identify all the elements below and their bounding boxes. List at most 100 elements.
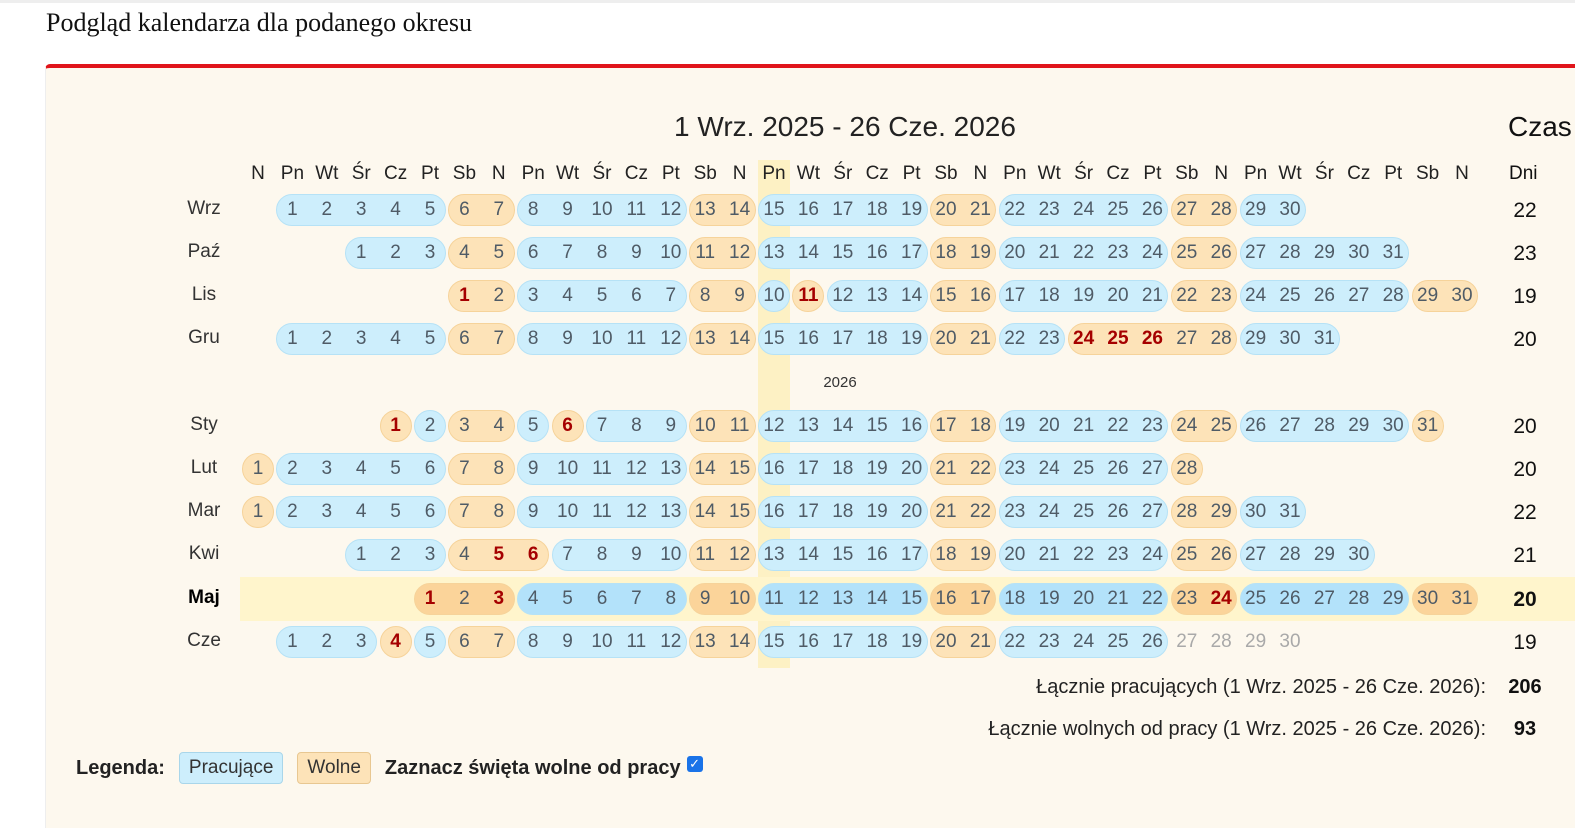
calendar-day[interactable]: 16 xyxy=(901,415,923,436)
calendar-day[interactable]: 23 xyxy=(1004,501,1026,522)
calendar-day[interactable]: 25 xyxy=(1107,631,1129,652)
calendar-day[interactable]: 11 xyxy=(592,458,612,479)
calendar-day[interactable]: 1 xyxy=(252,501,264,522)
calendar-day[interactable]: 11 xyxy=(626,328,647,349)
calendar-day[interactable]: 16 xyxy=(797,199,819,220)
calendar-day[interactable]: 8 xyxy=(527,328,539,349)
calendar-day[interactable]: 19 xyxy=(901,328,923,349)
holiday-day[interactable]: 6 xyxy=(562,415,573,436)
calendar-day[interactable]: 24 xyxy=(1141,242,1163,263)
calendar-day[interactable]: 5 xyxy=(424,199,436,220)
calendar-day[interactable]: 2 xyxy=(287,458,298,479)
calendar-day[interactable]: 30 xyxy=(1417,588,1439,609)
calendar-day[interactable]: 9 xyxy=(734,285,745,306)
calendar-day[interactable]: 4 xyxy=(355,501,367,522)
calendar-day[interactable]: 3 xyxy=(424,242,436,263)
calendar-day[interactable]: 8 xyxy=(527,199,539,220)
calendar-day[interactable]: 19 xyxy=(1073,285,1095,306)
calendar-day[interactable]: 11 xyxy=(626,631,647,652)
calendar-day[interactable]: 12 xyxy=(832,285,854,306)
calendar-day[interactable]: 5 xyxy=(562,588,573,609)
calendar-day[interactable]: 8 xyxy=(596,242,608,263)
calendar-day[interactable]: 18 xyxy=(866,631,888,652)
calendar-day[interactable]: 29 xyxy=(1245,199,1267,220)
calendar-day[interactable]: 16 xyxy=(763,501,785,522)
calendar-day[interactable]: 27 xyxy=(1141,458,1163,479)
calendar-day[interactable]: 19 xyxy=(901,631,923,652)
calendar-day[interactable]: 15 xyxy=(866,415,888,436)
calendar-day[interactable]: 24 xyxy=(1038,458,1060,479)
calendar-day[interactable]: 18 xyxy=(935,544,957,565)
calendar-day[interactable]: 3 xyxy=(527,285,539,306)
calendar-day[interactable]: 18 xyxy=(935,242,957,263)
calendar-day[interactable]: 10 xyxy=(660,242,682,263)
calendar-day[interactable]: 25 xyxy=(1245,588,1267,609)
calendar-day[interactable]: 30 xyxy=(1279,199,1301,220)
calendar-day[interactable]: 26 xyxy=(1141,199,1163,220)
holiday-day[interactable]: 26 xyxy=(1141,328,1163,349)
calendar-day[interactable]: 12 xyxy=(763,415,785,436)
calendar-day[interactable]: 11 xyxy=(626,199,647,220)
calendar-day[interactable]: 4 xyxy=(562,285,573,306)
calendar-day[interactable]: 29 xyxy=(1417,285,1439,306)
calendar-day[interactable]: 13 xyxy=(797,415,819,436)
calendar-day[interactable]: 1 xyxy=(252,458,264,479)
calendar-day[interactable]: 23 xyxy=(1176,588,1198,609)
calendar-day[interactable]: 25 xyxy=(1176,242,1198,263)
calendar-day[interactable]: 27 xyxy=(1245,242,1267,263)
calendar-day[interactable]: 12 xyxy=(660,631,682,652)
calendar-day[interactable]: 24 xyxy=(1073,631,1095,652)
calendar-day[interactable]: 8 xyxy=(493,458,505,479)
calendar-day[interactable]: 6 xyxy=(527,242,539,263)
calendar-day[interactable]: 24 xyxy=(1245,285,1267,306)
calendar-day[interactable]: 10 xyxy=(591,328,613,349)
calendar-day[interactable]: 26 xyxy=(1107,458,1129,479)
calendar-day[interactable]: 11 xyxy=(695,544,716,565)
calendar-day[interactable]: 16 xyxy=(866,544,888,565)
calendar-day[interactable]: 14 xyxy=(797,544,819,565)
calendar-day[interactable]: 31 xyxy=(1279,501,1301,522)
calendar-day[interactable]: 10 xyxy=(694,415,716,436)
calendar-day[interactable]: 17 xyxy=(797,501,819,522)
calendar-day[interactable]: 4 xyxy=(390,328,401,349)
calendar-day[interactable]: 20 xyxy=(1038,415,1060,436)
calendar-day[interactable]: 5 xyxy=(596,285,608,306)
holiday-day[interactable]: 24 xyxy=(1210,588,1232,609)
calendar-day[interactable]: 1 xyxy=(287,199,298,220)
calendar-day[interactable]: 7 xyxy=(459,458,470,479)
calendar-day[interactable]: 5 xyxy=(424,328,436,349)
calendar-day[interactable]: 12 xyxy=(625,501,647,522)
calendar-day[interactable]: 4 xyxy=(355,458,367,479)
calendar-day[interactable]: 12 xyxy=(625,458,647,479)
calendar-day[interactable]: 18 xyxy=(1004,588,1026,609)
calendar-day[interactable]: 14 xyxy=(694,501,716,522)
calendar-day[interactable]: 20 xyxy=(1004,544,1026,565)
calendar-day[interactable]: 24 xyxy=(1176,415,1198,436)
holidays-checkbox[interactable]: ✓ xyxy=(686,756,703,772)
calendar-day[interactable]: 17 xyxy=(901,544,923,565)
calendar-day[interactable]: 26 xyxy=(1107,501,1129,522)
calendar-day[interactable]: 25 xyxy=(1176,544,1198,565)
calendar-day[interactable]: 8 xyxy=(699,285,711,306)
calendar-day[interactable]: 3 xyxy=(355,199,367,220)
calendar-day[interactable]: 21 xyxy=(1107,588,1129,609)
calendar-day[interactable]: 4 xyxy=(459,544,470,565)
calendar-day[interactable]: 28 xyxy=(1176,501,1198,522)
calendar-day[interactable]: 13 xyxy=(763,242,785,263)
calendar-day[interactable]: 14 xyxy=(694,458,716,479)
holiday-day[interactable]: 24 xyxy=(1073,328,1095,349)
calendar-day[interactable]: 26 xyxy=(1210,242,1232,263)
calendar-day[interactable]: 1 xyxy=(355,242,367,263)
calendar-day[interactable]: 8 xyxy=(527,631,539,652)
calendar-day[interactable]: 15 xyxy=(763,199,785,220)
calendar-day[interactable]: 4 xyxy=(493,415,505,436)
calendar-day[interactable]: 21 xyxy=(935,458,957,479)
calendar-day[interactable]: 13 xyxy=(660,458,682,479)
calendar-day[interactable]: 2 xyxy=(321,199,333,220)
calendar-day[interactable]: 21 xyxy=(969,199,991,220)
calendar-day[interactable]: 13 xyxy=(660,501,682,522)
calendar-day[interactable]: 17 xyxy=(901,242,923,263)
calendar-day[interactable]: 8 xyxy=(596,544,608,565)
calendar-day[interactable]: 12 xyxy=(797,588,819,609)
calendar-day[interactable]: 9 xyxy=(562,631,573,652)
